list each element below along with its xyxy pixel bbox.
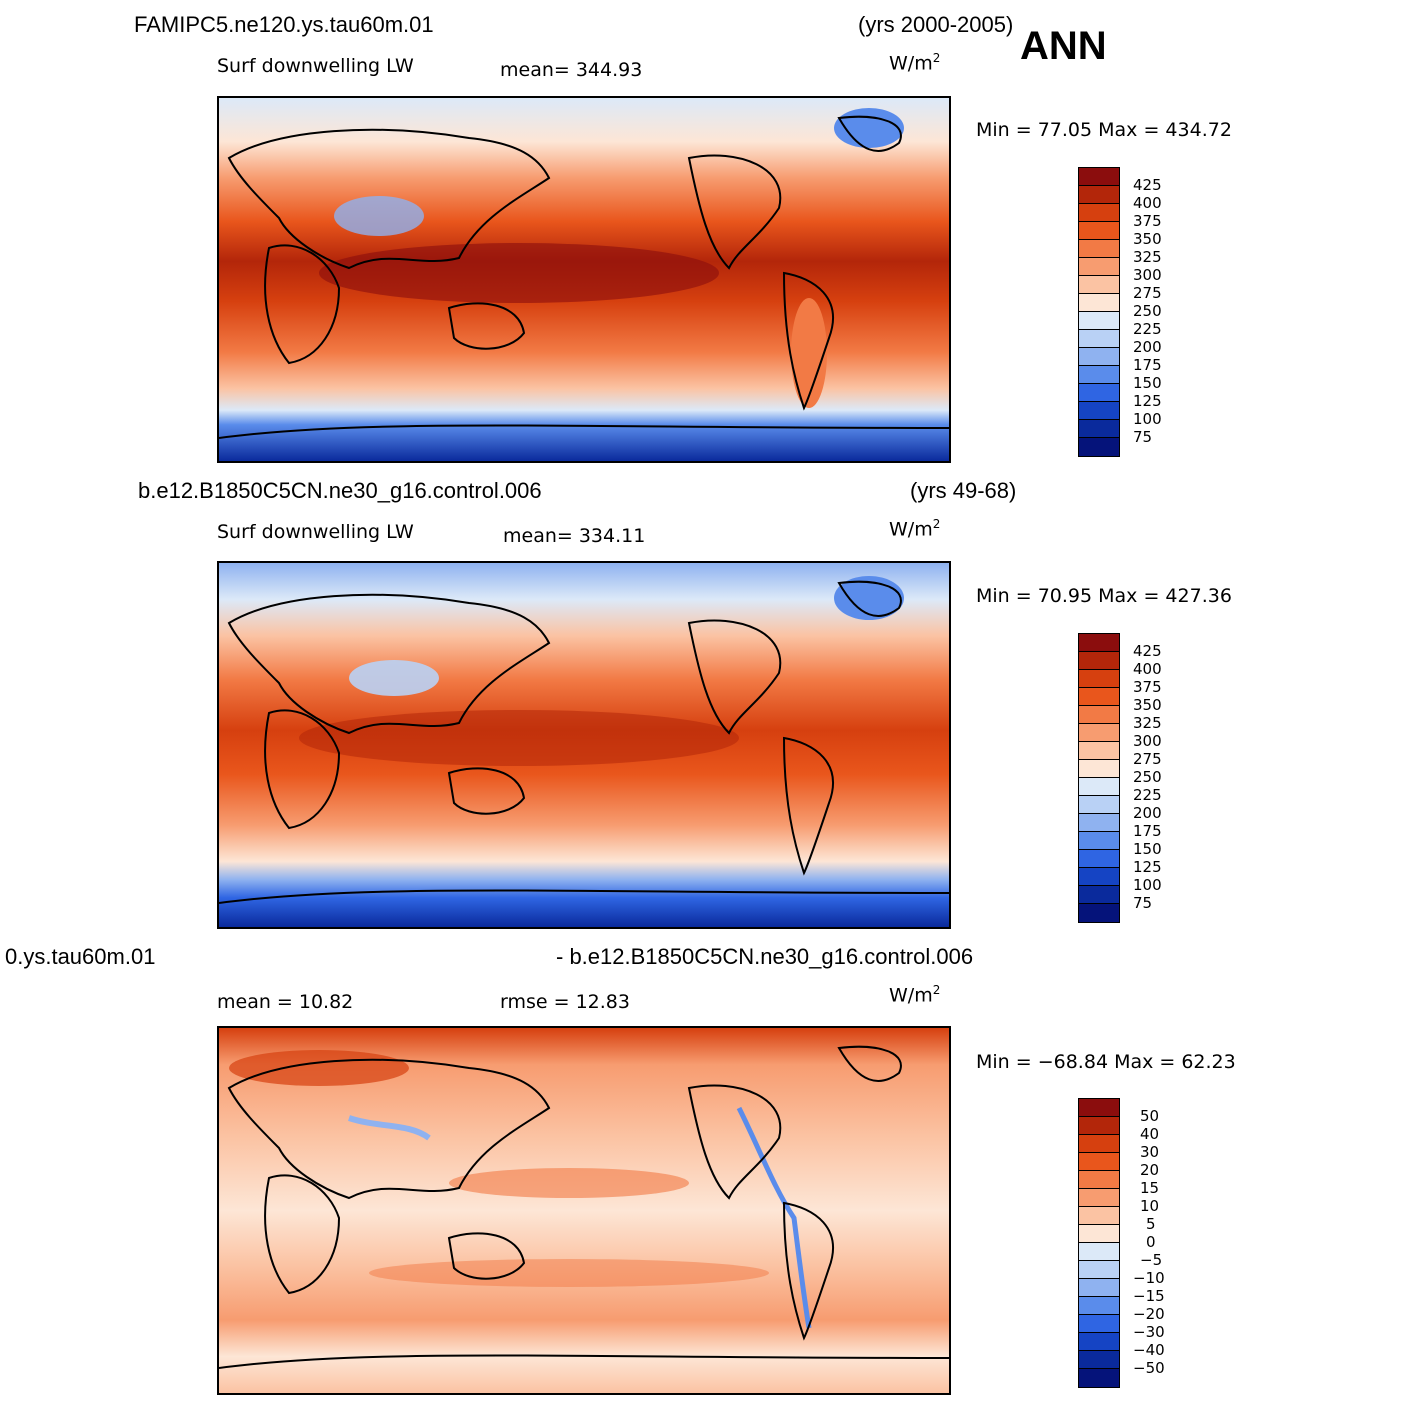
colorbar-label: −50 bbox=[1133, 1359, 1165, 1377]
panel2-mean: mean= 334.11 bbox=[503, 525, 646, 547]
colorbar-label: 400 bbox=[1133, 660, 1162, 678]
panel3-case-left: 0.ys.tau60m.01 bbox=[5, 944, 156, 969]
colorbar-label: 425 bbox=[1133, 642, 1162, 660]
panel3-mean: mean = 10.82 bbox=[217, 991, 354, 1013]
panel2-units: W/m2 bbox=[889, 517, 941, 541]
panel2-case-title: b.e12.B1850C5CN.ne30_g16.control.006 bbox=[138, 478, 542, 503]
colorbar-label: 50 bbox=[1140, 1107, 1160, 1125]
panel3-units: W/m2 bbox=[889, 983, 941, 1007]
panel2-minmax: Min = 70.95 Max = 427.36 bbox=[976, 585, 1232, 607]
colorbar-label: 150 bbox=[1133, 374, 1162, 392]
colorbar-label: 325 bbox=[1133, 714, 1162, 732]
colorbar-label: 325 bbox=[1133, 248, 1162, 266]
colorbar-label: 225 bbox=[1133, 786, 1162, 804]
colorbar-label: 400 bbox=[1133, 194, 1162, 212]
colorbar-label: 150 bbox=[1133, 840, 1162, 858]
panel3-case-right: - b.e12.B1850C5CN.ne30_g16.control.006 bbox=[556, 944, 974, 969]
panel2-years: (yrs 49-68) bbox=[910, 478, 1017, 503]
panel1-variable: Surf downwelling LW bbox=[217, 55, 414, 77]
colorbar-label: 350 bbox=[1133, 230, 1162, 248]
colorbar-label: 300 bbox=[1133, 732, 1162, 750]
colorbar-label: 225 bbox=[1133, 320, 1162, 338]
colorbar-label: 375 bbox=[1133, 212, 1162, 230]
colorbar-label: 10 bbox=[1140, 1197, 1160, 1215]
colorbar-label: 15 bbox=[1140, 1179, 1160, 1197]
panel1-case-title: FAMIPC5.ne120.ys.tau60m.01 bbox=[134, 12, 434, 37]
panel2-variable: Surf downwelling LW bbox=[217, 521, 414, 543]
colorbar-label: 30 bbox=[1140, 1143, 1160, 1161]
panel1-minmax: Min = 77.05 Max = 434.72 bbox=[976, 119, 1232, 141]
colorbar-label: 125 bbox=[1133, 392, 1162, 410]
season-label: ANN bbox=[1020, 24, 1107, 68]
colorbar-label: 100 bbox=[1133, 410, 1162, 428]
colorbar-label: 75 bbox=[1133, 428, 1153, 446]
colorbar-label: 40 bbox=[1140, 1125, 1160, 1143]
colorbar-label: 425 bbox=[1133, 176, 1162, 194]
colorbar-label: 100 bbox=[1133, 876, 1162, 894]
panel2-colorbar bbox=[1078, 633, 1120, 923]
colorbar-label: 75 bbox=[1133, 894, 1153, 912]
panel1-map bbox=[217, 96, 951, 463]
colorbar-label: 200 bbox=[1133, 804, 1162, 822]
panel3-rmse: rmse = 12.83 bbox=[500, 991, 630, 1013]
panel1-units: W/m2 bbox=[889, 51, 941, 75]
colorbar-label: 175 bbox=[1133, 822, 1162, 840]
colorbar-label: 350 bbox=[1133, 696, 1162, 714]
colorbar-label: −5 bbox=[1140, 1251, 1163, 1269]
colorbar-label: 300 bbox=[1133, 266, 1162, 284]
colorbar-label: −40 bbox=[1133, 1341, 1165, 1359]
colorbar-label: −20 bbox=[1133, 1305, 1165, 1323]
colorbar-label: 250 bbox=[1133, 302, 1162, 320]
colorbar-label: −15 bbox=[1133, 1287, 1165, 1305]
panel1-colorbar bbox=[1078, 167, 1120, 457]
panel3-minmax: Min = −68.84 Max = 62.23 bbox=[976, 1051, 1236, 1073]
panel1-years: (yrs 2000-2005) bbox=[858, 12, 1014, 37]
colorbar-label: 275 bbox=[1133, 750, 1162, 768]
colorbar-label: 175 bbox=[1133, 356, 1162, 374]
colorbar-label: −10 bbox=[1133, 1269, 1165, 1287]
colorbar-label: 125 bbox=[1133, 858, 1162, 876]
panel3-map bbox=[217, 1026, 951, 1395]
colorbar-label: −30 bbox=[1133, 1323, 1165, 1341]
colorbar-label: 375 bbox=[1133, 678, 1162, 696]
colorbar-label: 250 bbox=[1133, 768, 1162, 786]
panel1-mean: mean= 344.93 bbox=[500, 59, 643, 81]
colorbar-label: 200 bbox=[1133, 338, 1162, 356]
panel3-colorbar bbox=[1078, 1098, 1120, 1388]
panel2-map bbox=[217, 561, 951, 929]
colorbar-label: 275 bbox=[1133, 284, 1162, 302]
colorbar-label: 0 bbox=[1146, 1233, 1156, 1251]
colorbar-label: 20 bbox=[1140, 1161, 1160, 1179]
colorbar-label: 5 bbox=[1146, 1215, 1156, 1233]
